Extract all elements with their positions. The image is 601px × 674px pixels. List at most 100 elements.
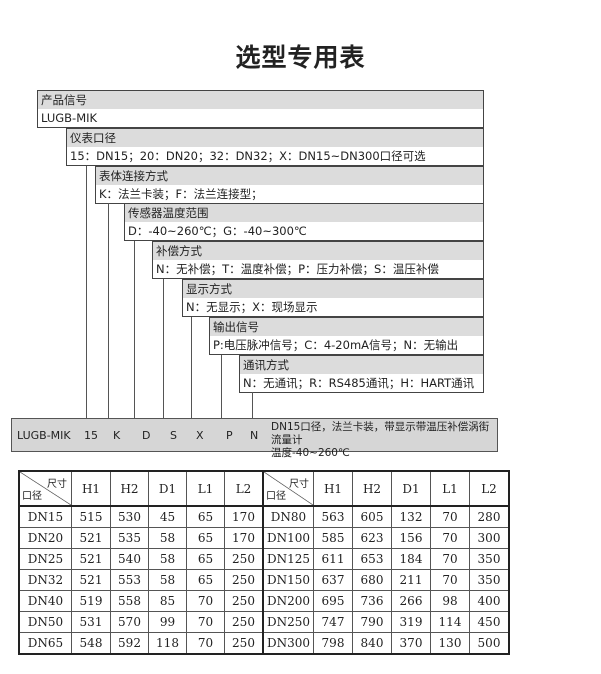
table-cell: DN15 (18, 505, 72, 528)
table-cell: 280 (469, 505, 510, 528)
table-cell: 250 (224, 611, 264, 633)
connector-line (86, 165, 87, 418)
corner-top-label: 尺寸 (47, 479, 67, 490)
page-title: 选型专用表 (235, 43, 366, 72)
table-cell: 548 (71, 632, 111, 655)
table-row: DN32 521 553 58 65 250 DN150 637 680 211 70 350 (18, 569, 510, 591)
selector-value: N：无通讯；R：RS485通讯；H：HART通讯 (243, 375, 475, 390)
table-cell: 266 (391, 590, 431, 612)
table-cell: 653 (352, 548, 392, 570)
selector-box: 通讯方式 N：无通讯；R：RS485通讯；H：HART通讯 (239, 354, 484, 393)
selector-box: 传感器温度范围 D：-40~260℃；G：-40~300℃ (124, 203, 484, 242)
dimension-table: 尺寸 口径 H1 H2 D1 L1 L2 尺寸 口径 H1 H2 D1 L1 L2 DN15 515 530 45… (18, 470, 510, 655)
table-cell: 521 (71, 569, 111, 591)
table-cell: 585 (313, 527, 353, 549)
corner-bottom-label: 口径 (22, 491, 42, 502)
table-cell: 515 (71, 505, 111, 528)
table-cell: DN150 (262, 569, 314, 591)
selector-header: 输出信号 (210, 317, 483, 336)
connector-line (108, 203, 109, 418)
description-line: DN15口径，法兰卡装，带显示带温压补偿涡街流量计 (271, 421, 490, 446)
table-cell: 70 (430, 527, 470, 549)
table-header-row: 尺寸 口径 H1 H2 D1 L1 L2 尺寸 口径 H1 H2 D1 L1 L2 (18, 470, 510, 507)
selector-box: 显示方式 N：无显示；X：现场显示 (182, 279, 484, 317)
table-cell: 400 (469, 590, 510, 612)
table-cell: 65 (186, 505, 225, 528)
table-cell: 623 (352, 527, 392, 549)
table-cell: 70 (430, 505, 470, 528)
table-row: DN20 521 535 58 65 170 DN100 585 623 156 70 300 (18, 527, 510, 549)
table-cell: 530 (110, 505, 149, 528)
code-model: LUGB-MIK (17, 429, 71, 442)
table-cell: DN32 (18, 569, 72, 591)
column-header: H2 (352, 470, 392, 507)
table-cell: 605 (352, 505, 392, 528)
table-cell: 45 (148, 505, 187, 528)
table-cell: DN20 (18, 527, 72, 549)
selector-box: 仪表口径 15：DN15；20：DN20；32：DN32；X：DN15~DN300… (66, 127, 484, 166)
table-cell: DN80 (262, 505, 314, 528)
table-row: DN25 521 540 58 65 250 DN125 611 653 184 70 350 (18, 548, 510, 570)
table-row: DN65 548 592 118 70 250 DN300 798 840 370 130 500 (18, 632, 510, 655)
table-cell: 70 (430, 569, 470, 591)
table-cell: 531 (71, 611, 111, 633)
selector-header: 补偿方式 (153, 242, 483, 261)
table-cell: 70 (430, 548, 470, 570)
corner-top-label: 尺寸 (289, 479, 309, 490)
corner-cell: 尺寸 口径 (262, 470, 314, 507)
table-cell: 114 (430, 611, 470, 633)
table-cell: DN300 (262, 632, 314, 655)
column-header: L1 (186, 470, 225, 507)
selector-value: LUGB-MIK (41, 111, 98, 125)
table-cell: 540 (110, 548, 149, 570)
corner-bottom-label: 口径 (266, 491, 286, 502)
selector-value: N：无补偿；T：温度补偿；P：压力补偿；S：温压补偿 (156, 262, 439, 277)
selector-value: 15：DN15；20：DN20；32：DN32；X：DN15~DN300口径可选 (70, 148, 426, 163)
table-cell: 65 (186, 548, 225, 570)
code-output: P (226, 429, 233, 442)
selector-value: P:电压脉冲信号；C：4-20mA信号；N：无输出 (213, 337, 459, 352)
table-cell: 370 (391, 632, 431, 655)
code-communication: N (250, 429, 259, 442)
connector-line (252, 392, 253, 418)
table-row: DN50 531 570 99 70 250 DN250 747 790 319 114 450 (18, 611, 510, 633)
column-header: L1 (430, 470, 470, 507)
code-display: X (196, 429, 204, 442)
table-cell: 563 (313, 505, 353, 528)
table-cell: 99 (148, 611, 187, 633)
table-row: DN15 515 530 45 65 170 DN80 563 605 132 70 280 (18, 505, 510, 528)
description-line: 温度-40~260℃ (271, 447, 350, 459)
table-cell: 790 (352, 611, 392, 633)
table-cell: 65 (186, 527, 225, 549)
table-cell: 319 (391, 611, 431, 633)
example-description: DN15口径，法兰卡装，带显示带温压补偿涡街流量计 温度-40~260℃ (271, 421, 496, 460)
table-cell: 558 (110, 590, 149, 612)
table-row: DN40 519 558 85 70 250 DN200 695 736 266 98 400 (18, 590, 510, 612)
table-cell: 570 (110, 611, 149, 633)
table-cell: 500 (469, 632, 510, 655)
table-cell: 132 (391, 505, 431, 528)
table-cell: 521 (71, 548, 111, 570)
corner-cell: 尺寸 口径 (18, 470, 72, 507)
column-header: H2 (110, 470, 149, 507)
table-cell: 130 (430, 632, 470, 655)
table-cell: 65 (186, 569, 225, 591)
selector-box: 产品信号 LUGB-MIK (37, 90, 484, 128)
table-cell: 184 (391, 548, 431, 570)
selector-header: 仪表口径 (67, 128, 483, 147)
table-cell: 519 (71, 590, 111, 612)
code-connection: K (113, 429, 121, 442)
table-cell: 118 (148, 632, 187, 655)
table-cell: 170 (224, 505, 264, 528)
table-cell: 695 (313, 590, 353, 612)
table-cell: 98 (430, 590, 470, 612)
table-cell: 300 (469, 527, 510, 549)
table-cell: DN250 (262, 611, 314, 633)
connector-line (221, 354, 222, 418)
table-cell: DN40 (18, 590, 72, 612)
code-temperature: D (142, 429, 151, 442)
table-cell: 250 (224, 632, 264, 655)
table-cell: DN125 (262, 548, 314, 570)
table-cell: 170 (224, 527, 264, 549)
table-cell: 70 (186, 632, 225, 655)
